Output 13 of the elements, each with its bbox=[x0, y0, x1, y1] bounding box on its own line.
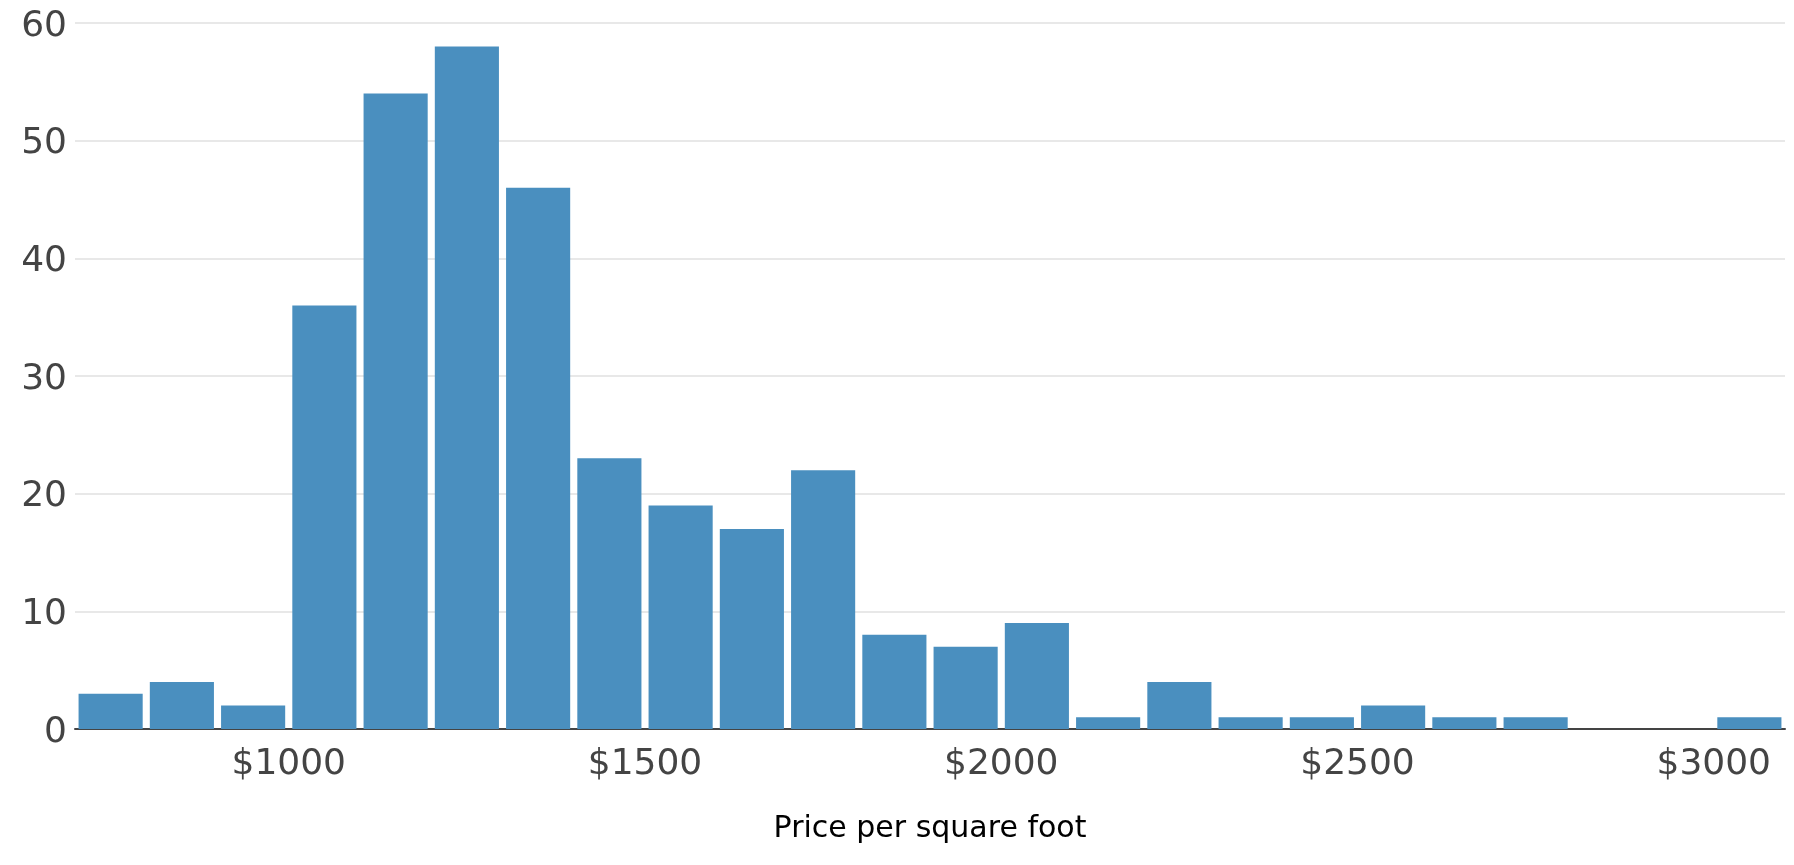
y-tick-label: 60 bbox=[21, 2, 67, 44]
x-tick-label: $3000 bbox=[1656, 740, 1772, 782]
y-tick-label: 0 bbox=[44, 708, 67, 750]
y-tick-label: 20 bbox=[21, 473, 67, 515]
x-tick-label: $2000 bbox=[943, 740, 1059, 782]
y-tick-label: 40 bbox=[21, 237, 67, 279]
y-tick-label: 50 bbox=[21, 120, 67, 162]
x-axis-title: Price per square foot bbox=[773, 808, 1087, 844]
y-tick-label: 10 bbox=[21, 590, 67, 632]
y-tick-label: 30 bbox=[21, 355, 67, 397]
x-tick-label: $2500 bbox=[1300, 740, 1415, 782]
x-tick-label: $1000 bbox=[231, 740, 347, 782]
x-tick-label: $1500 bbox=[587, 740, 703, 782]
